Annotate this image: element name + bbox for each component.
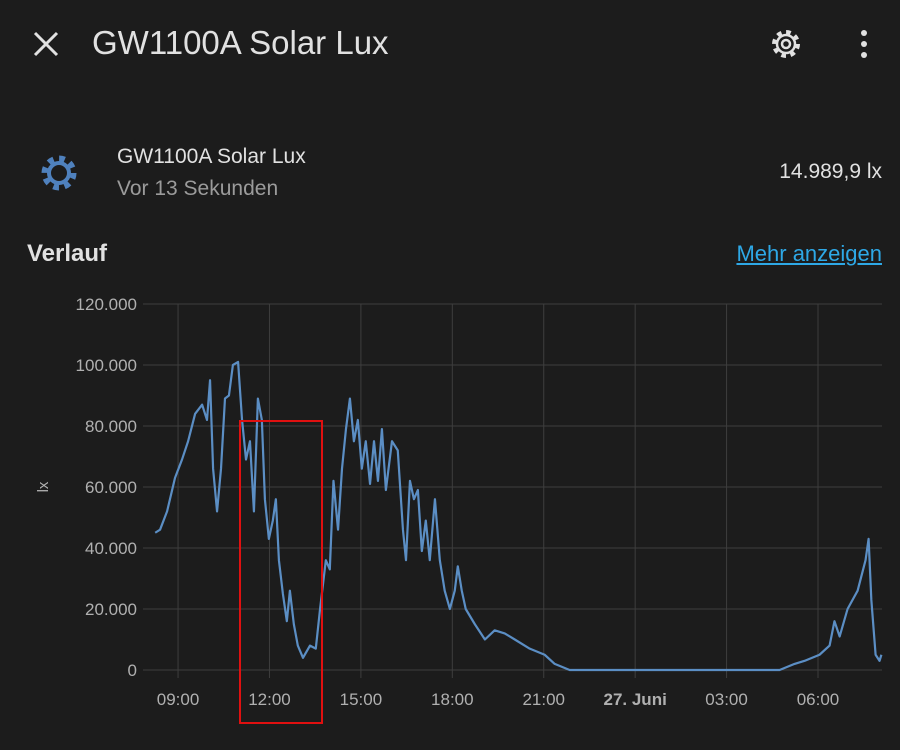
y-tick-label: 0	[128, 661, 137, 680]
y-tick-label: 100.000	[76, 356, 137, 375]
x-tick-label: 18:00	[431, 690, 474, 709]
x-tick-label: 03:00	[705, 690, 748, 709]
entity-state: 14.989,9 lx	[779, 160, 882, 183]
y-tick-label: 20.000	[85, 600, 137, 619]
x-tick-label: 27. Juni	[604, 690, 667, 709]
settings-button[interactable]	[768, 26, 804, 62]
close-button[interactable]	[30, 28, 62, 60]
x-tick-label: 15:00	[340, 690, 383, 709]
y-tick-label: 80.000	[85, 417, 137, 436]
y-axis-label: lx	[35, 481, 52, 492]
entity-icon	[41, 155, 77, 191]
y-tick-label: 120.000	[76, 295, 137, 314]
section-title: Verlauf	[27, 240, 108, 267]
entity-name: GW1100A Solar Lux	[117, 145, 306, 168]
more-link[interactable]: Mehr anzeigen	[736, 241, 882, 266]
dialog-title: GW1100A Solar Lux	[92, 24, 389, 61]
x-tick-label: 09:00	[157, 690, 200, 709]
y-tick-label: 60.000	[85, 478, 137, 497]
entity-updated: Vor 13 Sekunden	[117, 177, 279, 200]
x-tick-label: 12:00	[248, 690, 291, 709]
highlight-box	[239, 420, 323, 724]
y-tick-label: 40.000	[85, 539, 137, 558]
data-line	[154, 360, 883, 672]
menu-button[interactable]	[852, 28, 876, 60]
x-tick-label: 21:00	[522, 690, 565, 709]
x-tick-label: 06:00	[797, 690, 840, 709]
